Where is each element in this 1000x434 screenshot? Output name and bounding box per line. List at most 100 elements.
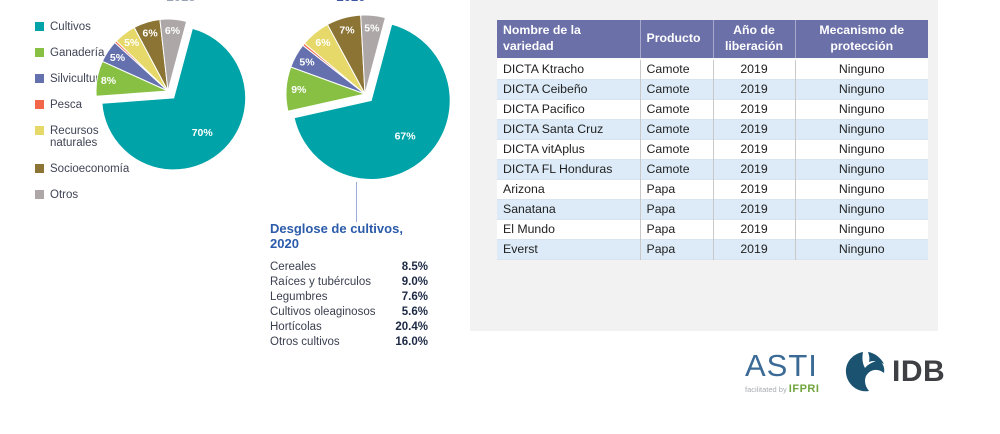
legend-label: Silvicultura xyxy=(50,73,106,85)
breakdown-value: 8.5% xyxy=(401,261,428,273)
legend-item-otros: Otros xyxy=(35,189,123,201)
breakdown-label: Legumbres xyxy=(270,291,328,303)
table-row: DICTA Santa Cruz Camote 2019 Ninguno xyxy=(497,119,928,140)
pie-slice-otros xyxy=(159,18,188,92)
breakdown-row: Otros cultivos 16.0% xyxy=(270,335,428,350)
pie2-title: 2020 xyxy=(316,0,386,4)
legend-item-recursos-naturales: Recursos naturales xyxy=(35,125,123,149)
table-cell: Papa xyxy=(640,219,714,240)
table-cell: 2019 xyxy=(713,139,796,160)
legend-label: Pesca xyxy=(50,99,82,111)
table-row: DICTA Ktracho Camote 2019 Ninguno xyxy=(497,58,928,80)
pie-slice-cultivos xyxy=(101,27,247,171)
pie-slice-label: 67% xyxy=(395,130,417,142)
table-row: Everst Papa 2019 Ninguno xyxy=(497,239,928,260)
table-cell: 2019 xyxy=(713,159,796,180)
table-cell: Sanatana xyxy=(497,199,641,220)
pie-slice-label: 5% xyxy=(124,37,140,49)
table-header-cell: Año de liberación xyxy=(713,20,796,60)
table-header-cell: Mecanismo de protección xyxy=(795,20,928,60)
legend-swatch-icon xyxy=(35,190,44,199)
pie-slice-label: 5% xyxy=(110,52,126,64)
table-cell: 2019 xyxy=(713,219,796,240)
table-cell: Ninguno xyxy=(795,239,928,260)
pie-slice-label: 6% xyxy=(165,25,181,37)
pie-slice-label: 6% xyxy=(143,28,159,40)
ifpri-wordmark: IFPRI xyxy=(788,383,820,395)
idb-wordmark: IDB xyxy=(892,355,946,388)
table-cell: 2019 xyxy=(713,58,796,80)
table-cell: Camote xyxy=(640,99,714,120)
legend-swatch-icon xyxy=(35,164,44,173)
table-cell: Arizona xyxy=(497,179,641,200)
legend-item-socioeconomia: Socioeconomía xyxy=(35,163,129,175)
pie-slice-label: 5% xyxy=(299,56,315,68)
table-row: Sanatana Papa 2019 Ninguno xyxy=(497,199,928,220)
table-row: El Mundo Papa 2019 Ninguno xyxy=(497,219,928,240)
table-cell: El Mundo xyxy=(497,219,641,240)
pie-chart-2020: 67%9%5%6%7% 5% xyxy=(285,14,451,180)
pie-chart-2018: 70%8%5%5%6% 6% xyxy=(95,18,247,171)
asti-wordmark: ASTI xyxy=(745,348,818,383)
breakdown-value: 16.0% xyxy=(395,336,428,348)
legend-label: Ganadería xyxy=(50,47,105,59)
table-cell: Ninguno xyxy=(795,79,928,100)
table-cell: 2019 xyxy=(713,99,796,120)
table-cell: Camote xyxy=(640,139,714,160)
table-cell: Camote xyxy=(640,119,714,140)
breakdown-rows: Cereales 8.5% Raíces y tubérculos 9.0% Legum… xyxy=(270,260,428,350)
pie1-title: 2018 xyxy=(146,0,216,4)
table-cell: Camote xyxy=(640,58,714,80)
table-row: DICTA FL Honduras Camote 2019 Ninguno xyxy=(497,159,928,180)
legend-swatch-icon xyxy=(35,48,44,57)
table-cell: 2019 xyxy=(713,239,796,260)
table-cell: 2019 xyxy=(713,199,796,220)
pie-legend: Cultivos Ganadería Silvicultura Pesca Recurs… xyxy=(35,21,129,201)
idb-globe-icon xyxy=(845,352,885,392)
table-cell: Papa xyxy=(640,239,714,260)
asti-tagline: facilitated by IFPRI xyxy=(745,383,819,395)
breakdown-label: Hortícolas xyxy=(270,321,322,333)
legend-item-pesca: Pesca xyxy=(35,99,123,111)
table-cell: DICTA Santa Cruz xyxy=(497,119,641,140)
pie-slice-label: 6% xyxy=(315,37,331,49)
table-cell: Ninguno xyxy=(795,58,928,80)
legend-swatch-icon xyxy=(35,22,44,31)
breakdown-value: 7.6% xyxy=(401,291,428,303)
table-cell: Ninguno xyxy=(795,159,928,180)
table-header-row: Nombre de la variedad Producto Año de libe… xyxy=(497,20,928,60)
legend-label: Socioeconomía xyxy=(50,163,130,175)
table-cell: Everst xyxy=(497,239,641,260)
table-cell: 2019 xyxy=(713,179,796,200)
table-row: DICTA Pacifico Camote 2019 Ninguno xyxy=(497,99,928,120)
table-row: DICTA Ceibeño Camote 2019 Ninguno xyxy=(497,79,928,100)
breakdown-label: Cereales xyxy=(270,261,317,273)
table-cell: DICTA Ceibeño xyxy=(497,79,641,100)
table-cell: Ninguno xyxy=(795,179,928,200)
breakdown-connector-line xyxy=(356,182,357,222)
breakdown-row: Hortícolas 20.4% xyxy=(270,320,428,335)
legend-label: Cultivos xyxy=(50,21,91,33)
breakdown-row: Raíces y tubérculos 9.0% xyxy=(270,275,428,290)
pie-slice-cultivos xyxy=(293,23,451,180)
legend-label: Otros xyxy=(50,189,79,201)
table-cell: Camote xyxy=(640,79,714,100)
pie-slice-label: 8% xyxy=(101,75,117,87)
legend-item-cultivos: Cultivos xyxy=(35,21,123,33)
pie-slice-label: 5% xyxy=(364,23,380,35)
table-cell: Ninguno xyxy=(795,219,928,240)
table-cell: Ninguno xyxy=(795,99,928,120)
table-cell: DICTA Ktracho xyxy=(497,58,641,80)
legend-label: Recursos naturales xyxy=(50,125,99,149)
breakdown-row: Cereales 8.5% xyxy=(270,260,428,275)
table-cell: Ninguno xyxy=(795,199,928,220)
breakdown-label: Cultivos oleaginosos xyxy=(270,306,376,318)
table-cell: Papa xyxy=(640,179,714,200)
asti-logo: ASTI facilitated by IFPRI xyxy=(745,348,819,395)
legend-swatch-icon xyxy=(35,74,44,83)
pie-slice-otros xyxy=(360,14,387,95)
breakdown-row: Legumbres 7.6% xyxy=(270,290,428,305)
table-cell: Ninguno xyxy=(795,139,928,160)
table-cell: Camote xyxy=(640,159,714,180)
